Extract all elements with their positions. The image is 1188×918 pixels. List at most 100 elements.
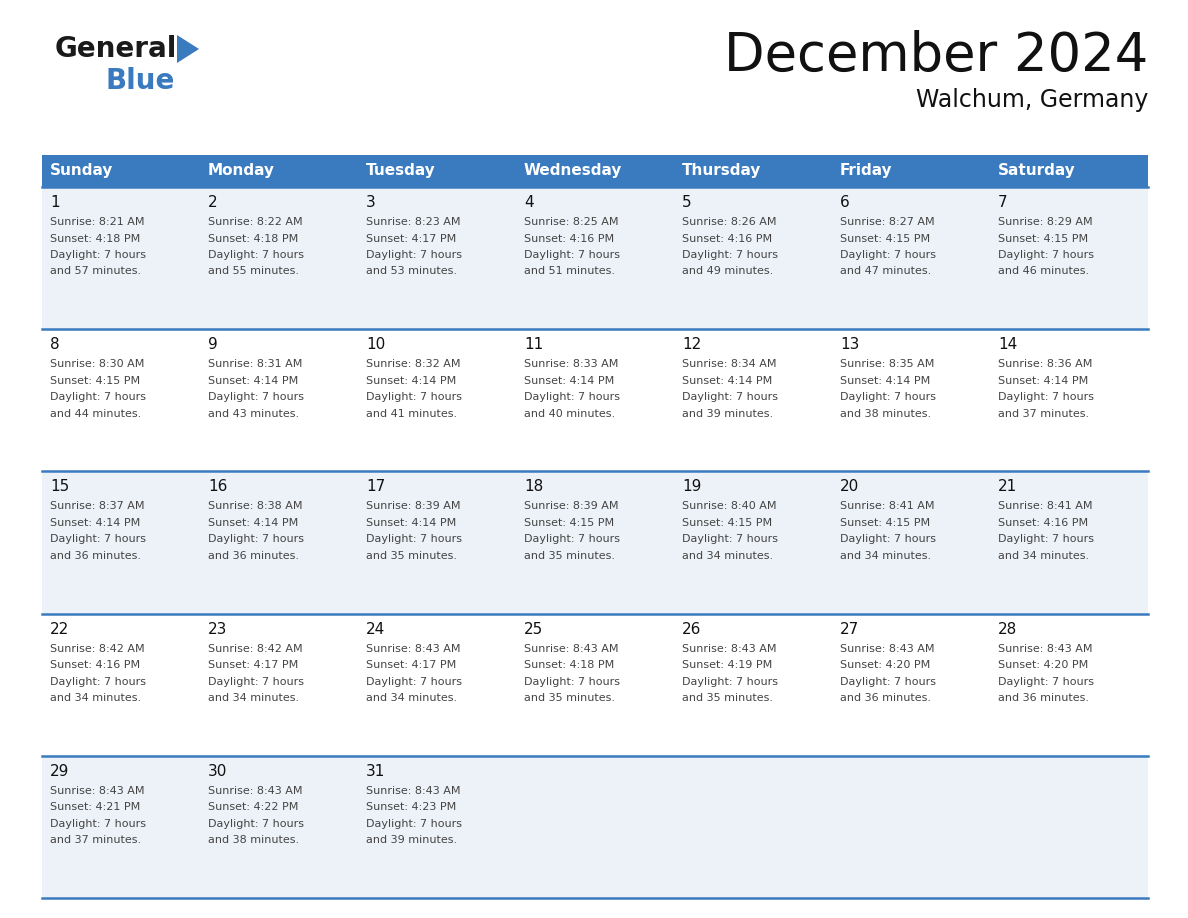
- Text: and 38 minutes.: and 38 minutes.: [840, 409, 931, 419]
- Text: Daylight: 7 hours: Daylight: 7 hours: [366, 392, 462, 402]
- Text: 15: 15: [50, 479, 69, 495]
- Text: and 35 minutes.: and 35 minutes.: [524, 693, 615, 703]
- Text: Sunset: 4:14 PM: Sunset: 4:14 PM: [682, 375, 772, 386]
- Text: 1: 1: [50, 195, 59, 210]
- Bar: [42, 155, 1148, 187]
- Text: Sunrise: 8:43 AM: Sunrise: 8:43 AM: [366, 786, 461, 796]
- Text: and 37 minutes.: and 37 minutes.: [998, 409, 1089, 419]
- Text: Sunrise: 8:30 AM: Sunrise: 8:30 AM: [50, 359, 145, 369]
- Text: 30: 30: [208, 764, 227, 778]
- Text: and 36 minutes.: and 36 minutes.: [998, 693, 1089, 703]
- Text: Sunset: 4:20 PM: Sunset: 4:20 PM: [998, 660, 1088, 670]
- Text: Sunrise: 8:40 AM: Sunrise: 8:40 AM: [682, 501, 777, 511]
- Text: 13: 13: [840, 337, 859, 353]
- Text: Sunrise: 8:43 AM: Sunrise: 8:43 AM: [840, 644, 935, 654]
- Text: and 44 minutes.: and 44 minutes.: [50, 409, 141, 419]
- Text: Daylight: 7 hours: Daylight: 7 hours: [50, 819, 146, 829]
- Text: Sunrise: 8:22 AM: Sunrise: 8:22 AM: [208, 217, 303, 227]
- Text: Daylight: 7 hours: Daylight: 7 hours: [524, 250, 620, 260]
- Text: Sunset: 4:14 PM: Sunset: 4:14 PM: [524, 375, 614, 386]
- Text: Sunrise: 8:29 AM: Sunrise: 8:29 AM: [998, 217, 1093, 227]
- Text: Walchum, Germany: Walchum, Germany: [916, 88, 1148, 112]
- Text: 3: 3: [366, 195, 375, 210]
- Text: 12: 12: [682, 337, 701, 353]
- Text: Daylight: 7 hours: Daylight: 7 hours: [998, 250, 1094, 260]
- Text: 19: 19: [682, 479, 701, 495]
- Text: Sunset: 4:14 PM: Sunset: 4:14 PM: [366, 518, 456, 528]
- Text: Daylight: 7 hours: Daylight: 7 hours: [682, 534, 778, 544]
- Text: 21: 21: [998, 479, 1017, 495]
- Text: Sunset: 4:15 PM: Sunset: 4:15 PM: [682, 518, 772, 528]
- Text: and 34 minutes.: and 34 minutes.: [208, 693, 299, 703]
- Text: Daylight: 7 hours: Daylight: 7 hours: [50, 250, 146, 260]
- Text: Sunset: 4:15 PM: Sunset: 4:15 PM: [50, 375, 140, 386]
- Text: and 36 minutes.: and 36 minutes.: [840, 693, 931, 703]
- Text: Daylight: 7 hours: Daylight: 7 hours: [840, 677, 936, 687]
- Text: Daylight: 7 hours: Daylight: 7 hours: [682, 677, 778, 687]
- Text: Sunset: 4:18 PM: Sunset: 4:18 PM: [208, 233, 298, 243]
- Text: 9: 9: [208, 337, 217, 353]
- Bar: [42, 613, 1148, 756]
- Text: Tuesday: Tuesday: [366, 163, 436, 178]
- Text: Sunset: 4:17 PM: Sunset: 4:17 PM: [208, 660, 298, 670]
- Text: Wednesday: Wednesday: [524, 163, 623, 178]
- Text: and 47 minutes.: and 47 minutes.: [840, 266, 931, 276]
- Text: and 38 minutes.: and 38 minutes.: [208, 835, 299, 845]
- Text: Sunday: Sunday: [50, 163, 113, 178]
- Text: Blue: Blue: [105, 67, 175, 95]
- Text: and 36 minutes.: and 36 minutes.: [208, 551, 299, 561]
- Text: 29: 29: [50, 764, 69, 778]
- Text: Daylight: 7 hours: Daylight: 7 hours: [682, 250, 778, 260]
- Text: and 34 minutes.: and 34 minutes.: [366, 693, 457, 703]
- Text: 24: 24: [366, 621, 385, 636]
- Text: Monday: Monday: [208, 163, 274, 178]
- Text: Sunrise: 8:33 AM: Sunrise: 8:33 AM: [524, 359, 619, 369]
- Text: Sunset: 4:16 PM: Sunset: 4:16 PM: [682, 233, 772, 243]
- Polygon shape: [177, 35, 200, 63]
- Text: Sunset: 4:22 PM: Sunset: 4:22 PM: [208, 802, 298, 812]
- Text: Sunrise: 8:43 AM: Sunrise: 8:43 AM: [50, 786, 145, 796]
- Text: and 41 minutes.: and 41 minutes.: [366, 409, 457, 419]
- Text: Sunset: 4:14 PM: Sunset: 4:14 PM: [840, 375, 930, 386]
- Text: Sunset: 4:14 PM: Sunset: 4:14 PM: [208, 375, 298, 386]
- Text: 6: 6: [840, 195, 849, 210]
- Text: and 49 minutes.: and 49 minutes.: [682, 266, 773, 276]
- Text: Daylight: 7 hours: Daylight: 7 hours: [208, 250, 304, 260]
- Text: Sunrise: 8:41 AM: Sunrise: 8:41 AM: [998, 501, 1093, 511]
- Text: Daylight: 7 hours: Daylight: 7 hours: [524, 677, 620, 687]
- Text: Daylight: 7 hours: Daylight: 7 hours: [366, 819, 462, 829]
- Text: 22: 22: [50, 621, 69, 636]
- Text: 23: 23: [208, 621, 227, 636]
- Text: Thursday: Thursday: [682, 163, 762, 178]
- Text: and 37 minutes.: and 37 minutes.: [50, 835, 141, 845]
- Text: 4: 4: [524, 195, 533, 210]
- Text: 20: 20: [840, 479, 859, 495]
- Text: Sunrise: 8:41 AM: Sunrise: 8:41 AM: [840, 501, 935, 511]
- Text: and 34 minutes.: and 34 minutes.: [840, 551, 931, 561]
- Text: Saturday: Saturday: [998, 163, 1076, 178]
- Text: Daylight: 7 hours: Daylight: 7 hours: [366, 677, 462, 687]
- Text: Sunset: 4:15 PM: Sunset: 4:15 PM: [524, 518, 614, 528]
- Text: and 43 minutes.: and 43 minutes.: [208, 409, 299, 419]
- Text: 2: 2: [208, 195, 217, 210]
- Text: Sunset: 4:15 PM: Sunset: 4:15 PM: [998, 233, 1088, 243]
- Text: Sunset: 4:14 PM: Sunset: 4:14 PM: [208, 518, 298, 528]
- Text: Daylight: 7 hours: Daylight: 7 hours: [208, 819, 304, 829]
- Text: Daylight: 7 hours: Daylight: 7 hours: [998, 392, 1094, 402]
- Text: Daylight: 7 hours: Daylight: 7 hours: [50, 677, 146, 687]
- Text: Daylight: 7 hours: Daylight: 7 hours: [208, 392, 304, 402]
- Text: Sunrise: 8:43 AM: Sunrise: 8:43 AM: [208, 786, 303, 796]
- Text: Sunrise: 8:38 AM: Sunrise: 8:38 AM: [208, 501, 303, 511]
- Text: and 35 minutes.: and 35 minutes.: [366, 551, 457, 561]
- Bar: [42, 187, 1148, 330]
- Text: Daylight: 7 hours: Daylight: 7 hours: [50, 392, 146, 402]
- Text: Sunset: 4:14 PM: Sunset: 4:14 PM: [998, 375, 1088, 386]
- Text: and 36 minutes.: and 36 minutes.: [50, 551, 141, 561]
- Text: Sunrise: 8:43 AM: Sunrise: 8:43 AM: [524, 644, 619, 654]
- Text: 5: 5: [682, 195, 691, 210]
- Text: Sunset: 4:16 PM: Sunset: 4:16 PM: [998, 518, 1088, 528]
- Text: Daylight: 7 hours: Daylight: 7 hours: [840, 534, 936, 544]
- Text: Sunrise: 8:32 AM: Sunrise: 8:32 AM: [366, 359, 461, 369]
- Text: Sunset: 4:21 PM: Sunset: 4:21 PM: [50, 802, 140, 812]
- Text: Daylight: 7 hours: Daylight: 7 hours: [208, 677, 304, 687]
